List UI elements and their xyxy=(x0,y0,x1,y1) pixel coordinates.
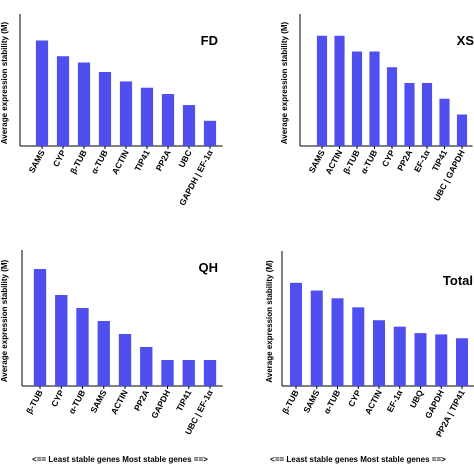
x-tick-label: α-TUB xyxy=(66,388,87,415)
bar xyxy=(161,360,174,386)
chart-title: QH xyxy=(199,260,219,275)
bar xyxy=(161,94,175,146)
bar xyxy=(203,360,217,386)
x-tick-label: α-TUB xyxy=(321,388,342,415)
bar xyxy=(439,98,450,146)
chart-title: XS xyxy=(457,33,474,48)
bar xyxy=(76,308,89,386)
bar xyxy=(33,269,47,386)
bar xyxy=(289,282,303,386)
x-tick-label: SAMS xyxy=(88,388,109,415)
x-axis-label: <== Least stable genes Most stable genes… xyxy=(270,455,446,464)
chart-title: FD xyxy=(201,33,218,48)
bar xyxy=(435,334,448,386)
x-tick-label: SAMS xyxy=(26,148,47,175)
x-tick-label: CYP xyxy=(51,148,68,168)
x-tick-label: β-TUB xyxy=(280,388,301,415)
bar xyxy=(203,120,217,146)
x-tick-label: PP2A xyxy=(154,148,173,172)
x-tick-label: ACTIN xyxy=(110,148,131,176)
bar xyxy=(351,51,363,146)
x-tick-label: CYP xyxy=(380,148,397,168)
bar xyxy=(334,35,345,146)
bar xyxy=(455,338,469,386)
x-tick-label: α-TUB xyxy=(358,148,379,175)
bar xyxy=(77,62,91,146)
bar xyxy=(140,347,153,386)
x-tick-label: TIP41 xyxy=(132,148,152,173)
x-tick-label: SAMS xyxy=(301,388,322,415)
bar xyxy=(182,360,195,386)
x-tick-label: ACTIN xyxy=(363,388,384,416)
bar xyxy=(118,334,132,386)
x-tick-label: UBC xyxy=(176,148,193,169)
y-axis-label: Average expression stability (M) xyxy=(265,260,274,383)
bar xyxy=(456,114,468,146)
x-tick-label: α-TUB xyxy=(89,148,110,175)
x-axis-label: <== Least stable genes Most stable genes… xyxy=(32,455,208,464)
x-tick-label: EF-1α xyxy=(385,388,405,414)
bar xyxy=(331,298,344,386)
bar xyxy=(182,105,196,146)
bar xyxy=(56,56,70,146)
bar xyxy=(140,87,154,146)
bar xyxy=(352,307,365,386)
x-tick-label: TIP41 xyxy=(174,388,194,413)
bar xyxy=(35,40,49,146)
x-tick-label: UBQ xyxy=(408,388,426,410)
bar xyxy=(98,71,112,146)
bar xyxy=(393,326,406,386)
x-tick-label: GAPDH xyxy=(149,388,172,420)
x-tick-label: β-TUB xyxy=(24,388,45,415)
x-tick-label: PP2A xyxy=(132,388,151,412)
x-tick-label: β-TUB xyxy=(68,148,89,175)
bar xyxy=(55,295,68,386)
chart-title: Total xyxy=(443,273,473,288)
bar xyxy=(404,83,415,146)
bar xyxy=(421,83,433,146)
bar xyxy=(369,51,380,146)
y-axis-label: Average expression stability (M) xyxy=(0,21,9,144)
x-tick-label: ACTIN xyxy=(109,388,130,416)
bar xyxy=(414,333,427,386)
bar xyxy=(119,81,133,146)
bar xyxy=(310,290,323,386)
y-axis-label: Average expression stability (M) xyxy=(280,21,289,144)
bar xyxy=(316,35,328,146)
y-axis-label: Average expression stability (M) xyxy=(0,259,9,382)
x-tick-label: CYP xyxy=(346,388,363,408)
x-tick-label: CYP xyxy=(49,388,66,408)
bar xyxy=(386,67,398,146)
bar xyxy=(97,321,110,386)
x-tick-label: EF-1α xyxy=(412,148,432,174)
bar xyxy=(372,320,386,386)
